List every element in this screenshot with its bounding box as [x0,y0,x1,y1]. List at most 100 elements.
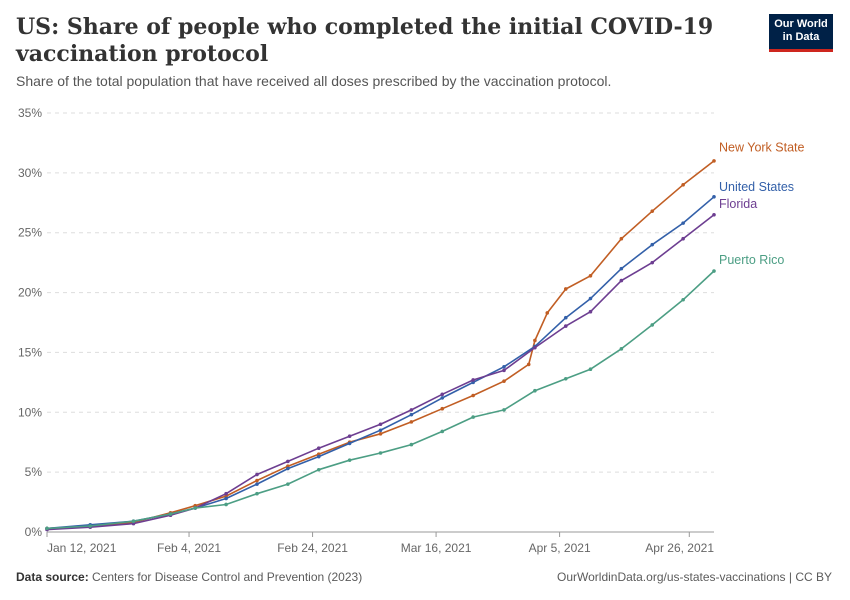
data-point-united-states [712,195,716,199]
data-point-puerto-rico [255,491,259,496]
y-tick-label: 20% [18,286,42,300]
data-point-florida [533,345,537,350]
y-tick-label: 35% [18,106,42,120]
data-point-new-york-state [502,379,506,383]
logo-line-1: Our World [774,18,828,30]
y-tick-label: 15% [18,345,42,359]
data-point-puerto-rico [471,415,475,419]
data-point-united-states [619,266,624,271]
y-tick-label: 5% [25,465,43,479]
y-tick-label: 10% [18,405,42,419]
data-point-florida [347,434,352,439]
x-tick-label: Feb 24, 2021 [277,541,348,555]
data-point-puerto-rico [45,526,49,531]
data-point-new-york-state [255,478,259,483]
data-point-united-states [588,296,593,301]
data-point-puerto-rico [347,458,352,462]
data-point-united-states [681,221,685,225]
chart-subtitle: Share of the total population that have … [16,73,612,89]
data-point-florida [588,309,593,314]
x-tick-label: Apr 26, 2021 [645,541,714,555]
data-point-new-york-state [619,236,624,241]
x-axis: Jan 12, 2021 Feb 4, 2021 Feb 24, 2021 Mar 1… [46,532,714,555]
series-lines [45,159,716,532]
data-point-united-states [316,454,321,459]
data-point-united-states [650,242,655,247]
data-point-puerto-rico [409,442,414,447]
data-point-florida [378,422,383,427]
data-point-puerto-rico [131,519,136,524]
data-point-puerto-rico [650,323,655,327]
data-point-puerto-rico [168,512,173,516]
data-point-puerto-rico [88,524,93,528]
data-point-florida [471,378,475,382]
footer-url[interactable]: OurWorldinData.org/us-states-vaccination… [557,570,832,584]
data-point-new-york-state [533,338,537,343]
data-point-florida [502,368,506,373]
data-point-puerto-rico [681,297,685,302]
data-point-puerto-rico [378,451,383,455]
data-point-united-states [502,364,506,369]
data-point-florida [440,392,445,397]
x-tick-label: Jan 12, 2021 [47,541,117,555]
x-tick-label: Mar 16, 2021 [401,541,472,555]
data-point-new-york-state [409,420,414,424]
data-point-puerto-rico [563,376,568,381]
data-point-florida [563,324,568,328]
data-point-florida [286,459,290,464]
data-point-puerto-rico [588,367,593,371]
y-tick-label: 0% [25,525,43,539]
data-point-florida [409,408,414,412]
data-point-florida [681,236,685,241]
data-point-puerto-rico [286,482,290,486]
source-text[interactable]: Centers for Disease Control and Preventi… [92,570,363,584]
series-labels: New York State United States Florida Puerto… [719,141,805,268]
y-axis: 0% 5% 10% 15% 20% 25% 30% 35% [18,106,42,539]
data-point-new-york-state [378,432,383,436]
owid-logo[interactable]: Our World in Data [769,14,833,52]
source-label: Data source: [16,570,89,584]
data-point-florida [316,446,321,451]
data-point-florida [255,472,259,477]
logo-line-2: in Data [782,31,820,43]
footer-source: Data source: Centers for Disease Control… [16,570,362,584]
series-line-new-york-state [46,160,715,530]
data-point-new-york-state [563,287,568,291]
y-gridlines [47,112,714,533]
data-point-new-york-state [526,362,531,367]
chart-title: US: Share of people who completed the in… [16,14,714,67]
data-point-new-york-state [545,311,550,315]
data-point-united-states [563,315,568,320]
data-point-puerto-rico [712,269,716,273]
series-line-puerto-rico [46,270,715,530]
data-point-united-states [286,466,290,471]
x-tick-label: Feb 4, 2021 [157,541,221,555]
data-point-puerto-rico [502,408,506,412]
data-point-puerto-rico [440,429,445,434]
data-point-new-york-state [440,406,445,411]
series-label-puerto-rico: Puerto Rico [719,253,784,267]
y-tick-label: 30% [18,166,42,180]
data-point-puerto-rico [316,467,321,472]
series-label-new-york-state: New York State [719,141,805,155]
data-point-new-york-state [712,159,716,163]
data-point-puerto-rico [533,388,537,393]
data-point-new-york-state [588,274,593,278]
data-point-florida [224,491,228,496]
data-point-united-states [378,428,383,433]
data-point-puerto-rico [619,347,624,351]
data-point-united-states [409,412,414,417]
data-point-united-states [255,482,259,486]
data-point-florida [650,260,655,265]
series-label-united-states: United States [719,180,794,194]
series-label-florida: Florida [719,197,757,211]
data-point-new-york-state [471,393,475,398]
data-point-puerto-rico [193,506,198,510]
data-point-florida [619,278,624,283]
x-tick-label: Apr 5, 2021 [529,541,591,555]
data-point-puerto-rico [224,502,228,507]
y-tick-label: 25% [18,226,42,240]
data-point-united-states [224,496,228,501]
data-point-new-york-state [681,183,685,187]
